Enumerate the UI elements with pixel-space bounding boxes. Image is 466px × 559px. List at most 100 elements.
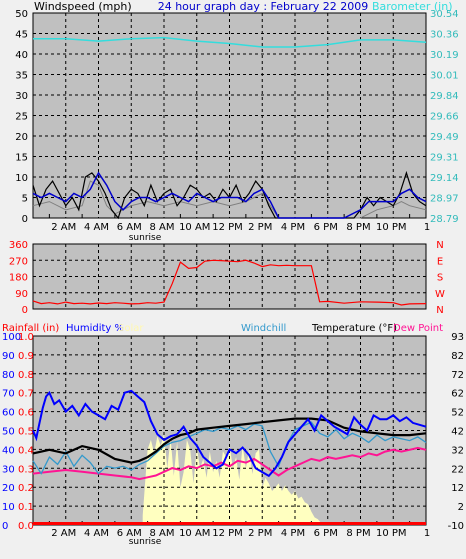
- wind-time-tick-label: 6 AM: [117, 222, 142, 233]
- legend-windchill: Windchill: [241, 323, 286, 334]
- sunrise-label-bottom: sunrise: [129, 537, 162, 547]
- temperature-tick-label: 82: [451, 351, 464, 362]
- humidity-ticks: 0 10 20 30 40 50 60 70 80 90 100: [2, 332, 21, 532]
- wind-time-tick-label: 8 AM: [149, 222, 174, 233]
- rainfall-tick-label: 0.4: [18, 445, 34, 456]
- temperature-tick-label: 32: [451, 445, 464, 456]
- weather-time-tick-label: 2 PM: [248, 528, 272, 539]
- humidity-tick-label: 100: [2, 332, 21, 343]
- windchill-line: [32, 421, 427, 475]
- temperature-tick-label: 22: [451, 464, 464, 475]
- temperature-tick-label: 2: [458, 502, 464, 513]
- wind-average-line: [32, 180, 427, 219]
- humidity-line: [32, 389, 427, 478]
- weather-time-tick-label: 12 PM: [212, 528, 243, 539]
- rainfall-ticks: 0.0 0.1 0.2 0.3 0.4 0.5 0.6 0.7 0.8 0.9 1.0: [18, 332, 34, 532]
- solar-area: [142, 434, 328, 525]
- weather-time-ticks: 2 AM 4 AM 6 AM 8 AM 10 AM 12 PM 2 PM 4 PM 6 PM 8 …: [51, 528, 430, 539]
- sunrise-label-top: sunrise: [129, 233, 162, 243]
- wind-time-end-label: 1: [424, 222, 430, 233]
- chart-title: 24 hour graph day : February 22 2009: [158, 0, 369, 13]
- wind-gust-line: [32, 171, 427, 219]
- direction-tick-label: 0: [22, 305, 28, 316]
- windspeed-axis-title: Windspeed (mph): [34, 0, 132, 13]
- weather-time-tick-label: 2 AM: [51, 528, 76, 539]
- direction-tick-label: 90: [15, 289, 28, 300]
- humidity-tick-label: 0: [2, 521, 8, 532]
- rainfall-tick-label: 1.0: [18, 332, 34, 343]
- humidity-tick-label: 90: [2, 351, 15, 362]
- barometer-ticks: 28.79 28.97 29.14 29.31 29.49 29.66 29.84 30.01…: [430, 9, 459, 225]
- wind-time-tick-label: 10 PM: [376, 222, 407, 233]
- compass-tick-label: N: [436, 240, 443, 251]
- weather-time-tick-label: 4 AM: [84, 528, 109, 539]
- legend-rainfall: Rainfall (in): [2, 323, 59, 334]
- humidity-tick-label: 30: [2, 464, 15, 475]
- wind-grid: [33, 13, 426, 218]
- wind-time-tick-label: 4 AM: [84, 222, 109, 233]
- wind-time-tick-label: 12 PM: [212, 222, 243, 233]
- direction-grid: [33, 244, 426, 309]
- wind-speed-tick-label: 25: [15, 112, 28, 123]
- wind-speed-ticks: 0 5 10 15 20 25 30 35 40 45 50: [15, 9, 28, 225]
- wind-speed-tick-label: 15: [15, 153, 28, 164]
- barometer-tick-label: 29.14: [430, 173, 459, 184]
- wind-time-tick-label: 8 PM: [346, 222, 370, 233]
- compass-tick-label: N: [436, 305, 443, 316]
- wind-speed-tick-label: 40: [15, 50, 28, 61]
- barometer-tick-label: 28.97: [430, 194, 459, 205]
- temperature-tick-label: -10: [448, 521, 464, 532]
- direction-tick-label: 360: [9, 240, 28, 251]
- humidity-tick-label: 80: [2, 370, 15, 381]
- barometer-tick-label: 30.01: [430, 71, 459, 82]
- wind-speed-tick-label: 0: [22, 214, 28, 225]
- wind-direction-line: [32, 259, 427, 306]
- legend-dew-point: Dew Point: [393, 323, 443, 334]
- temperature-tick-label: 12: [451, 483, 464, 494]
- legend-temperature: Temperature (°F): [311, 323, 397, 334]
- compass-tick-label: W: [435, 289, 445, 300]
- barometer-tick-label: 29.66: [430, 112, 459, 123]
- temperature-ticks: -10 2 12 22 32 42 52 62 72 82 93: [448, 332, 464, 532]
- weather-time-tick-label: 8 AM: [149, 528, 174, 539]
- rainfall-tick-label: 0.1: [18, 502, 34, 513]
- temperature-tick-label: 52: [451, 408, 464, 419]
- wind-speed-tick-label: 45: [15, 30, 28, 41]
- weather-time-tick-label: 10 AM: [179, 528, 210, 539]
- wind-speed-tick-label: 5: [22, 194, 28, 205]
- barometer-tick-label: 30.36: [430, 30, 459, 41]
- direction-degree-ticks: 0 90 180 270 360: [9, 240, 28, 316]
- rainfall-tick-label: 0.5: [18, 427, 34, 438]
- wind-time-tick-label: 2 PM: [248, 222, 272, 233]
- direction-series: [32, 259, 427, 306]
- weather-time-tick-label: 8 PM: [346, 528, 370, 539]
- legend: Rainfall (in) Humidity % Solar Windchill…: [2, 323, 443, 334]
- wind-time-tick-label: 4 PM: [281, 222, 305, 233]
- wind-speed-tick-label: 10: [15, 173, 28, 184]
- barometer-line: [33, 36, 427, 48]
- temperature-tick-label: 42: [451, 427, 464, 438]
- dew-point-line: [32, 446, 427, 481]
- rainfall-tick-label: 0.9: [18, 351, 34, 362]
- temperature-tick-label: 72: [451, 370, 464, 381]
- weather-panel: Rainfall (in) Humidity % Solar Windchill…: [2, 323, 464, 547]
- wind-speed-tick-label: 30: [15, 91, 28, 102]
- wind-speed-tick-label: 50: [15, 9, 28, 20]
- humidity-tick-label: 10: [2, 502, 15, 513]
- barometer-tick-label: 29.84: [430, 91, 459, 102]
- humidity-tick-label: 50: [2, 427, 15, 438]
- wind-speed-tick-label: 20: [15, 132, 28, 143]
- weather-series: [32, 389, 427, 525]
- barometer-tick-label: 30.54: [430, 9, 459, 20]
- humidity-tick-label: 60: [2, 408, 15, 419]
- rainfall-tick-label: 0.6: [18, 408, 34, 419]
- humidity-tick-label: 20: [2, 483, 15, 494]
- legend-humidity: Humidity %: [66, 323, 124, 334]
- wind-series: [32, 36, 427, 220]
- wind-time-tick-label: 2 AM: [51, 222, 76, 233]
- weather-time-tick-label: 6 PM: [314, 528, 338, 539]
- weather-time-tick-label: 10 PM: [376, 528, 407, 539]
- direction-tick-label: 270: [9, 256, 28, 267]
